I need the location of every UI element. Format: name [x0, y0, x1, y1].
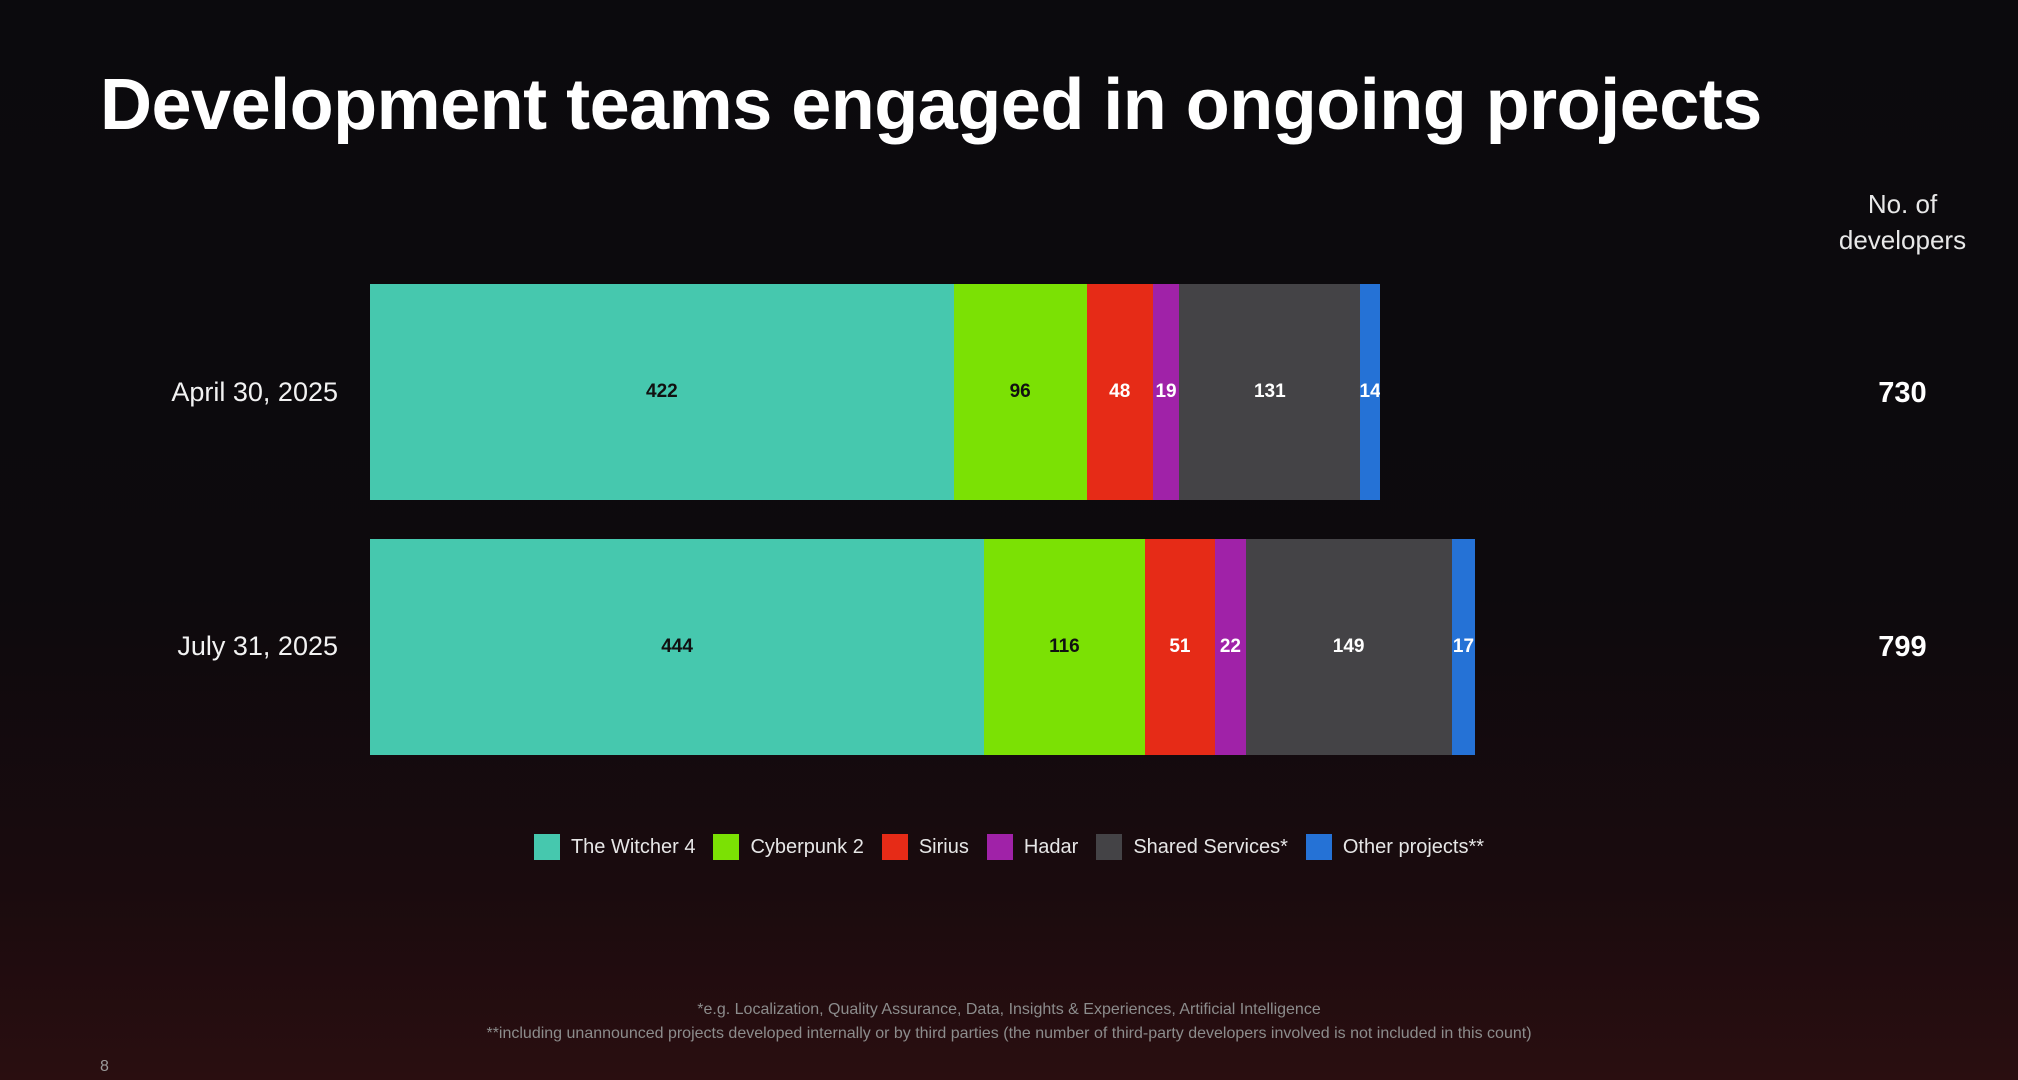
legend-swatch: [881, 834, 908, 860]
legend-swatch: [713, 834, 740, 860]
legend-swatch: [1096, 834, 1123, 860]
bar-segment-sirius: 48: [1086, 284, 1153, 500]
bar-value-label: 96: [1009, 381, 1031, 402]
chart-title: Development teams engaged in ongoing pro…: [100, 65, 1762, 145]
row-label-july: July 31, 2025: [177, 631, 338, 661]
totals-column-header: No. of developers: [1825, 186, 1980, 258]
legend-item: Sirius: [881, 834, 969, 860]
bar-segment-other-projects: 17: [1451, 539, 1476, 755]
footnote-shared-services: *e.g. Localization, Quality Assurance, D…: [697, 1001, 1321, 1018]
legend-item: Cyberpunk 2: [713, 834, 864, 860]
bar-segment-the-witcher-4: 422: [370, 284, 954, 500]
row-label-april: April 30, 2025: [171, 377, 338, 407]
bar-value-label: 444: [661, 636, 693, 657]
bar-segment-other-projects: 14: [1360, 284, 1380, 500]
legend-swatch: [986, 834, 1013, 860]
bar-segment-cyberpunk-2: 116: [984, 539, 1145, 755]
legend-label: Shared Services*: [1133, 835, 1288, 858]
bar-segment-shared-services: 131: [1179, 284, 1361, 500]
legend-item: Hadar: [986, 834, 1079, 860]
bar-segment-the-witcher-4: 444: [370, 539, 985, 755]
bar-segment-hadar: 22: [1215, 539, 1246, 755]
legend-swatch: [533, 834, 560, 860]
page-number: 8: [100, 1058, 109, 1075]
legend-label: Sirius: [918, 835, 969, 858]
footnote-other-projects: **including unannounced projects develop…: [486, 1025, 1532, 1042]
bar-segment-hadar: 19: [1152, 284, 1180, 500]
legend-item: Shared Services*: [1096, 834, 1288, 860]
bar-segment-cyberpunk-2: 96: [953, 284, 1087, 500]
totals-header-line-2: developers: [1838, 225, 1967, 255]
bar-value-label: 17: [1452, 636, 1475, 657]
bar-value-label: 22: [1219, 636, 1241, 657]
legend-label: Other projects**: [1342, 835, 1485, 858]
bar-value-label: 131: [1253, 381, 1286, 402]
legend-item: Other projects**: [1305, 834, 1485, 860]
bar-value-label: 48: [1109, 381, 1131, 402]
row-total-april: 730: [1878, 377, 1927, 409]
legend-label: Cyberpunk 2: [750, 835, 864, 858]
legend-label: Hadar: [1023, 835, 1079, 858]
bar-segment-sirius: 51: [1144, 539, 1216, 755]
stacked-bar-april: 422 96 48 19 131 14: [370, 284, 1380, 500]
legend-label: The Witcher 4: [570, 835, 696, 858]
bar-value-label: 19: [1155, 381, 1177, 402]
chart-legend: The Witcher 4 Cyberpunk 2 Sirius Hadar Share…: [0, 834, 2018, 860]
bar-value-label: 14: [1360, 381, 1380, 402]
bar-value-label: 116: [1049, 636, 1080, 657]
legend-swatch: [1305, 834, 1332, 860]
footnotes: *e.g. Localization, Quality Assurance, D…: [0, 998, 2018, 1046]
stacked-bar-july: 444 116 51 22 149 17: [370, 539, 1476, 755]
legend-item: The Witcher 4: [533, 834, 696, 860]
bar-segment-shared-services: 149: [1245, 539, 1452, 755]
bar-value-label: 422: [646, 381, 678, 402]
bar-value-label: 51: [1169, 636, 1191, 657]
totals-header-line-1: No. of: [1867, 189, 1938, 219]
bar-value-label: 149: [1332, 636, 1365, 657]
row-total-july: 799: [1878, 631, 1927, 663]
